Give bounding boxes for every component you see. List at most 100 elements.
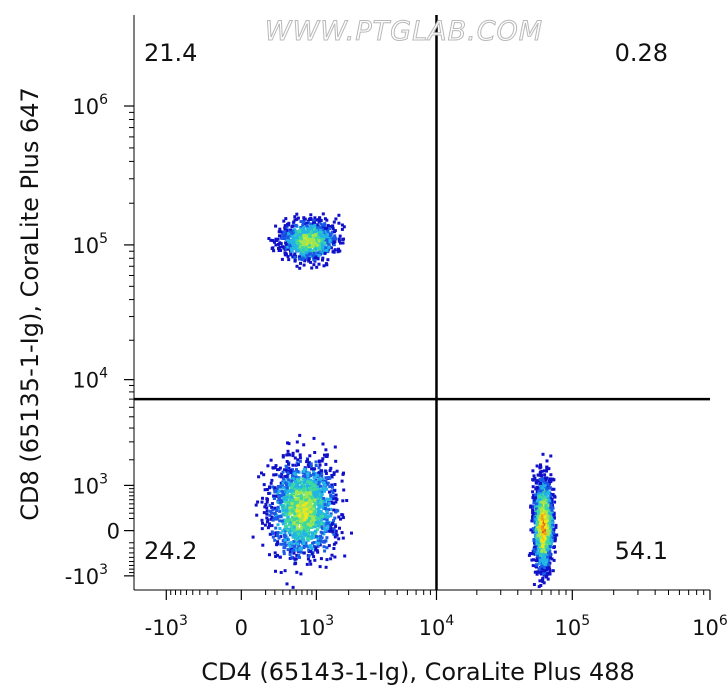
density-point [333,248,337,252]
density-point [297,257,301,261]
density-point [302,551,306,555]
density-point [529,504,533,508]
density-point [274,473,278,477]
density-point [265,516,269,520]
density-point [282,518,286,522]
density-point [312,488,316,492]
density-point [304,544,308,548]
density-point [292,499,296,503]
density-point [326,224,330,228]
density-point [304,515,308,519]
density-point [303,217,307,221]
density-point [291,468,294,472]
density-point [324,522,328,526]
density-point [268,553,271,557]
density-point [329,497,333,501]
density-point [290,515,294,519]
density-point [279,489,283,493]
density-point [304,230,308,234]
density-point [535,464,539,468]
density-point [310,225,314,229]
density-point [531,478,535,482]
density-point [297,549,301,553]
density-point [550,493,554,496]
density-point [317,480,321,484]
density-point [319,495,323,499]
density-point [264,503,268,506]
density-point [298,266,302,270]
density-point [311,249,315,253]
density-point [271,535,275,539]
density-point [301,477,305,481]
density-point [539,496,543,500]
density-point [309,480,313,484]
density-point [552,546,556,549]
density-point [548,512,551,516]
density-point [551,569,555,573]
density-point [279,242,283,246]
density-point [325,546,329,550]
density-point [294,557,298,561]
density-point [533,505,537,509]
density-point [538,543,541,547]
density-point [285,465,289,469]
density-point [301,228,305,232]
density-point [301,240,305,244]
x-tick-base: 10 [419,616,446,640]
x-tick-base: 10 [299,616,326,640]
density-point [276,533,279,537]
density-point [317,262,321,266]
density-point [547,532,551,536]
density-point [323,528,327,532]
y-tick-base: 10 [72,234,99,258]
density-point [313,504,317,508]
density-point [305,224,309,228]
density-point [299,528,303,532]
x-tick-label: 105 [554,613,590,640]
density-point [317,466,321,470]
density-point [334,529,338,533]
density-point [294,548,298,552]
density-point [332,220,336,224]
density-point [543,473,547,477]
density-point [542,484,546,488]
density-point [550,539,554,543]
density-point [342,225,346,229]
density-point [311,507,315,511]
density-point [533,570,537,574]
density-point [547,551,551,555]
density-point [312,218,316,222]
watermark-text: WWW.PTGLAB.COM [265,16,543,47]
density-point [313,216,317,220]
density-point [536,532,540,536]
density-point [320,239,324,243]
density-point [285,536,289,540]
density-point [315,218,319,222]
density-point [324,472,328,475]
density-point [306,522,310,526]
density-point [309,549,313,553]
density-point [286,247,290,251]
density-point [291,509,295,513]
density-point [298,519,302,523]
density-point [296,502,300,506]
density-point [544,506,548,510]
density-point [297,509,301,513]
density-point [318,463,322,467]
density-point [305,537,309,541]
density-point [286,449,290,453]
density-point [549,556,552,560]
density-point [333,234,337,238]
density-point [536,534,540,538]
density-point [307,465,311,469]
density-point [304,541,308,545]
density-point [295,449,299,453]
density-point [322,501,326,504]
density-point [317,542,321,546]
density-point [302,533,306,537]
density-point [545,469,548,473]
density-point [286,255,290,259]
density-point [301,258,305,262]
y-tick-base: 0 [107,520,120,544]
density-point [538,547,542,551]
